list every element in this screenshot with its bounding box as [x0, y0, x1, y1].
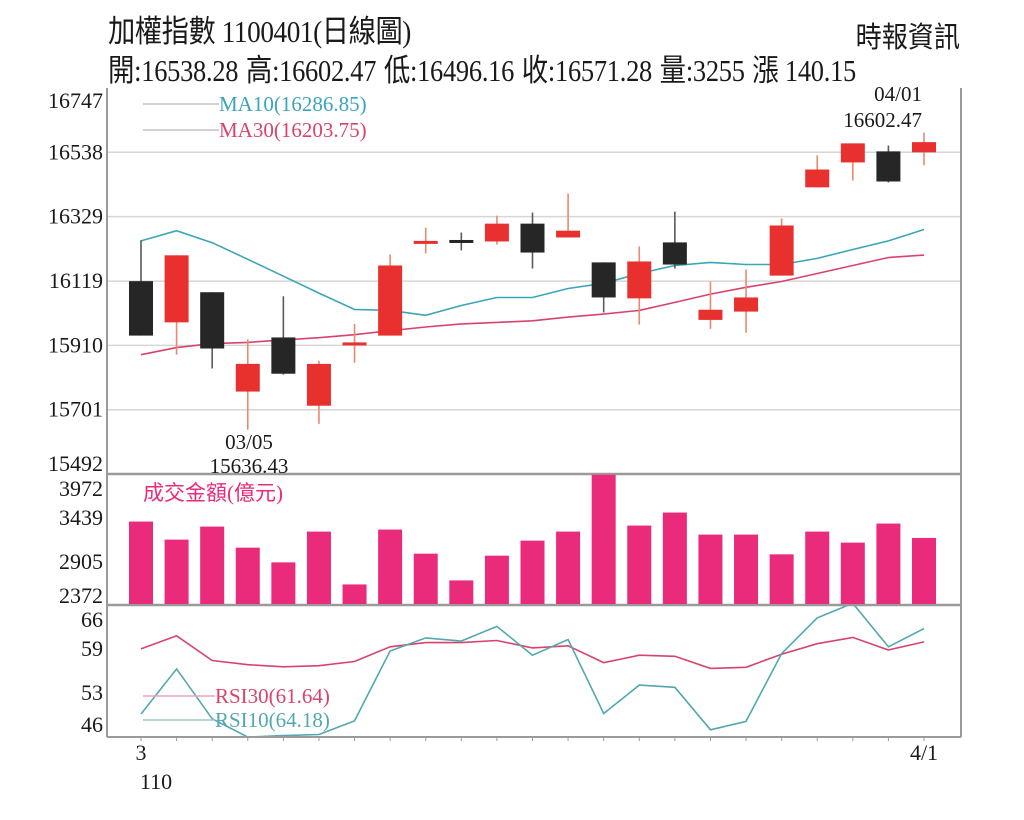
candle	[129, 240, 153, 336]
volume-bar	[413, 553, 438, 604]
grid-lines	[107, 151, 961, 411]
volume-bar	[698, 534, 723, 604]
svg-text:RSI10(64.18): RSI10(64.18)	[215, 708, 330, 732]
volume-bar	[306, 531, 331, 604]
svg-text:59: 59	[81, 636, 103, 661]
svg-text:15636.43: 15636.43	[210, 454, 289, 478]
volume-bar	[484, 555, 509, 604]
svg-text:16602.47: 16602.47	[843, 108, 922, 132]
open-value: 開:16538.28	[108, 53, 239, 88]
price-legend: MA10(16286.85)MA30(16203.75)	[143, 92, 367, 142]
volume-bar	[840, 542, 865, 604]
candle	[840, 143, 865, 181]
data-source-label: 時報資訊	[855, 22, 960, 54]
svg-text:RSI30(61.64): RSI30(61.64)	[215, 684, 330, 708]
volume-bar	[235, 547, 260, 604]
volume-bar	[734, 534, 759, 604]
candle	[520, 212, 545, 269]
volume-bar	[129, 521, 153, 604]
volume-bar	[342, 584, 367, 604]
volume-value: 量:3255	[659, 53, 745, 88]
svg-text:04/01: 04/01	[874, 82, 922, 106]
candle	[734, 269, 759, 333]
candle	[342, 323, 367, 363]
candle	[662, 211, 687, 269]
volume-bar	[805, 531, 830, 604]
volume-bar	[769, 554, 794, 604]
svg-text:66: 66	[81, 607, 103, 632]
x-axis: 3 110 4/1	[136, 737, 938, 794]
svg-text:16747: 16747	[48, 88, 103, 113]
volume-bar	[912, 537, 936, 604]
candle	[556, 193, 581, 238]
svg-text:110: 110	[140, 769, 172, 794]
svg-text:46: 46	[81, 712, 103, 737]
svg-text:15910: 15910	[48, 332, 103, 357]
chart-frame	[106, 88, 962, 738]
candle	[235, 339, 260, 430]
volume-bar	[164, 539, 189, 604]
close-value: 收:16571.28	[521, 53, 653, 88]
candle	[306, 360, 331, 424]
svg-text:16329: 16329	[48, 204, 103, 229]
svg-text:4/1: 4/1	[910, 740, 938, 765]
volume-bar	[591, 474, 616, 604]
svg-text:16538: 16538	[48, 139, 103, 164]
high-value: 高:16602.47	[245, 53, 377, 88]
svg-text:3439: 3439	[59, 505, 103, 530]
ohlc-summary: 開:16538.28 高:16602.47 低:16496.16 收:16571.28…	[108, 45, 864, 90]
svg-text:3: 3	[136, 740, 147, 765]
candle	[449, 232, 474, 251]
rsi-legend: RSI30(61.64)RSI10(64.18)	[143, 684, 330, 732]
candle	[805, 155, 830, 188]
candle	[271, 296, 296, 375]
volume-bar	[556, 531, 581, 604]
price-axis: 16747 16538 16329 16119 15910 15701 15492	[48, 88, 103, 476]
candle	[769, 218, 794, 276]
volume-bars	[129, 474, 936, 604]
volume-bar	[662, 512, 687, 604]
change-value: 漲 140.15	[752, 53, 857, 88]
volume-bar	[627, 525, 652, 604]
svg-text:53: 53	[81, 680, 103, 705]
volume-bar	[271, 562, 296, 604]
candlesticks	[129, 132, 936, 430]
volume-bar	[449, 580, 474, 604]
candle	[912, 132, 936, 166]
candle	[164, 255, 189, 355]
volume-bar	[876, 523, 901, 604]
candle	[413, 227, 438, 254]
candle	[627, 246, 652, 325]
volume-bar	[378, 529, 403, 604]
volume-bar	[520, 540, 545, 604]
candle	[698, 281, 723, 329]
svg-text:03/05: 03/05	[225, 430, 273, 454]
candle	[378, 254, 403, 336]
rsi-axis: 66 59 53 46	[81, 607, 103, 737]
svg-text:成交金額(億元): 成交金額(億元)	[143, 481, 283, 505]
chart-title: 加權指數 1100401(日線圖)	[108, 14, 411, 49]
candle	[484, 215, 509, 245]
svg-text:16119: 16119	[49, 268, 103, 293]
volume-bar	[200, 526, 225, 604]
svg-text:3972: 3972	[59, 476, 103, 501]
volume-title: 成交金額(億元)	[143, 481, 283, 505]
svg-text:15492: 15492	[48, 451, 103, 476]
low-value: 低:16496.16	[383, 53, 515, 88]
candle	[591, 262, 616, 313]
svg-text:MA30(16203.75): MA30(16203.75)	[219, 118, 367, 142]
svg-text:MA10(16286.85): MA10(16286.85)	[219, 92, 367, 116]
svg-text:2372: 2372	[59, 583, 103, 608]
candle	[200, 292, 225, 369]
rsi-lines	[140, 606, 925, 736]
svg-text:15701: 15701	[48, 397, 103, 422]
svg-text:2905: 2905	[59, 549, 103, 574]
candle	[876, 145, 901, 183]
volume-axis: 3972 3439 2905 2372	[59, 476, 103, 608]
